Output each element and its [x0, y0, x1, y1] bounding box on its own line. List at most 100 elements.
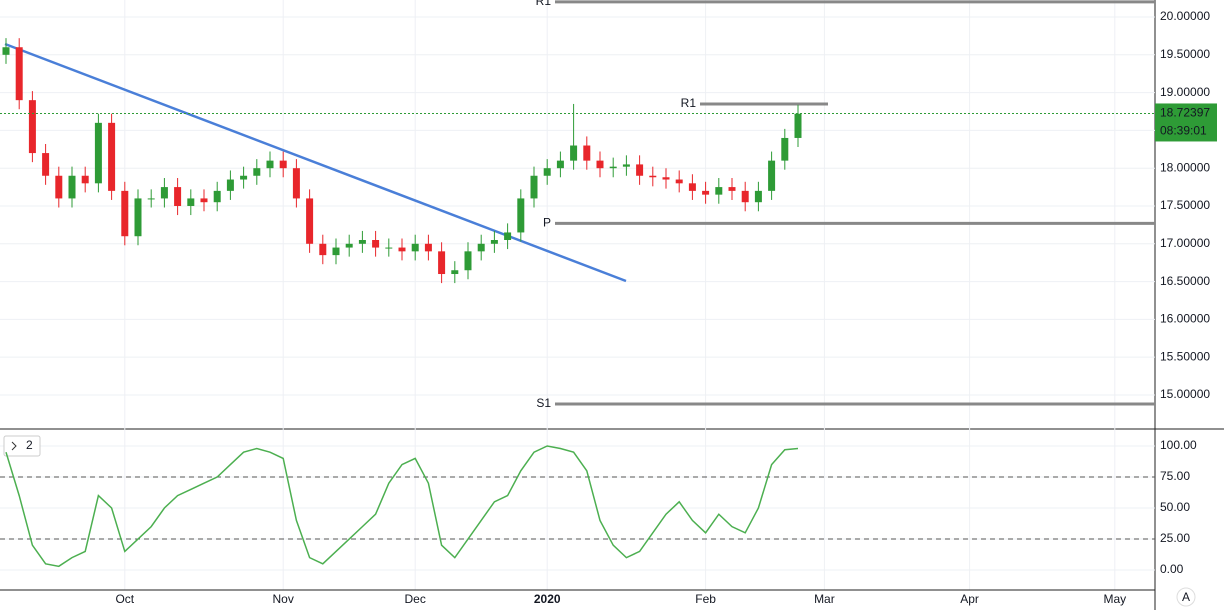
indicator-label: 2 [26, 438, 33, 452]
candle-body [200, 198, 208, 203]
candle-body [398, 247, 406, 252]
candle-body [292, 168, 300, 199]
trend-line [4, 42, 627, 283]
candle-body [174, 187, 182, 206]
candle-body [794, 113, 802, 138]
candle-body [411, 243, 419, 252]
countdown-label: 08:39:01 [1160, 124, 1207, 138]
y-tick-label: 100.00 [1160, 438, 1197, 452]
y-tick-label: 16.50000 [1160, 274, 1210, 288]
candle-body [609, 166, 617, 169]
candle-body [636, 164, 644, 176]
y-tick-label: 19.50000 [1160, 47, 1210, 61]
y-tick-label: 18.00000 [1160, 160, 1210, 174]
y-tick-label: 17.00000 [1160, 236, 1210, 250]
candle-body [108, 122, 116, 191]
candle-body [741, 190, 749, 203]
candle-body [477, 243, 485, 252]
last-price-badge [1155, 103, 1217, 142]
indicator-toggle[interactable] [3, 435, 41, 457]
y-tick-label: 15.00000 [1160, 387, 1210, 401]
last-price-label: 18.72397 [1160, 106, 1210, 120]
y-tick-label: 15.50000 [1160, 349, 1210, 363]
y-tick-label: 75.00 [1160, 469, 1190, 483]
chevron-icon [11, 441, 17, 451]
candle-body [358, 240, 366, 244]
oscillator-line [5, 445, 799, 568]
candle-body [42, 153, 50, 176]
y-tick-label: 20.00000 [1160, 9, 1210, 23]
candle-body [451, 270, 459, 275]
y-tick-label: 0.00 [1160, 562, 1184, 576]
candle-body [345, 243, 353, 248]
auto-scale-button[interactable] [1176, 587, 1196, 607]
x-tick-label: 2020 [534, 592, 561, 606]
candle-body [583, 145, 591, 161]
candle-body [319, 243, 327, 256]
candle-body [622, 164, 630, 167]
candle-body [754, 190, 762, 203]
candle-body [372, 240, 380, 248]
candle-body [385, 247, 393, 249]
candle-body [55, 175, 63, 199]
candle-body [768, 160, 776, 191]
candle-body [649, 175, 657, 178]
candle-body [504, 232, 512, 241]
candle-body [530, 175, 538, 199]
y-tick-label: 25.00 [1160, 531, 1190, 545]
candle-body [728, 187, 736, 191]
candle-body [424, 243, 432, 252]
x-tick-label: May [1103, 592, 1126, 606]
auto-scale-icon: A [1182, 590, 1190, 604]
x-tick-label: Dec [405, 592, 426, 606]
candle-body [464, 251, 472, 271]
candle-body [94, 122, 102, 184]
x-tick-label: Feb [695, 592, 716, 606]
candle-body [517, 198, 525, 233]
y-tick-label: 16.00000 [1160, 312, 1210, 326]
candle-body [226, 179, 234, 191]
candle-body [715, 187, 723, 195]
pivot-label: P [543, 216, 551, 230]
x-tick-label: Nov [273, 592, 294, 606]
candle-body [213, 190, 221, 203]
x-tick-label: Apr [960, 592, 979, 606]
candle-body [662, 177, 670, 180]
candle-body [543, 168, 551, 176]
candle-body [675, 179, 683, 184]
candle-body [160, 187, 168, 199]
pivot-label: R1 [536, 0, 552, 8]
candle-body [28, 100, 36, 154]
candle-body [240, 175, 248, 180]
candle-body [2, 47, 10, 55]
candle-body [187, 198, 195, 206]
candle-body [121, 190, 129, 237]
candle-body [781, 137, 789, 161]
candle-body [15, 47, 23, 101]
candle-body [596, 160, 604, 169]
candle-body [688, 183, 696, 191]
y-tick-label: 17.50000 [1160, 198, 1210, 212]
candle-body [279, 160, 287, 169]
x-tick-label: Mar [814, 592, 835, 606]
y-tick-label: 50.00 [1160, 500, 1190, 514]
pivot-label: R1 [681, 96, 697, 110]
x-tick-label: Oct [115, 592, 134, 606]
candle-body [570, 145, 578, 161]
candle-body [266, 160, 274, 169]
candle-body [556, 160, 564, 169]
candle-body [253, 168, 261, 176]
candle-body [306, 198, 314, 244]
candle-body [81, 175, 89, 184]
candle-body [490, 240, 498, 244]
candle-body [68, 175, 76, 199]
candle-body [134, 198, 142, 237]
candle-body [702, 190, 710, 195]
candle-body [147, 198, 155, 200]
candle-body [332, 247, 340, 256]
candle-body [438, 251, 446, 275]
pivot-label: S1 [536, 396, 551, 410]
